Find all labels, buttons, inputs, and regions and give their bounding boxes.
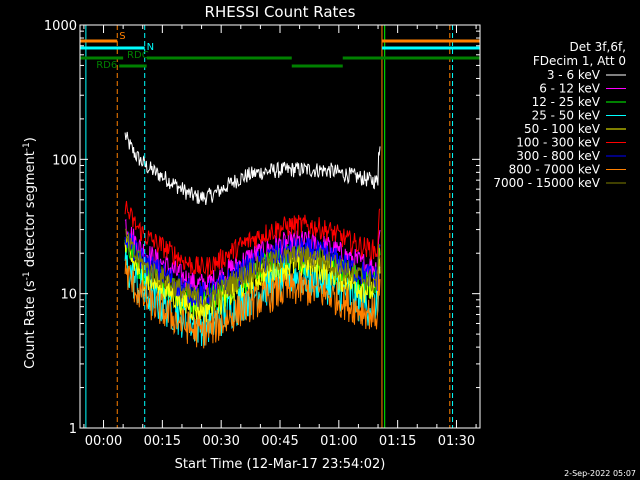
flag-label-s: S — [119, 31, 125, 42]
legend-label-5: 50 - 100 keV — [524, 122, 601, 136]
x-tick-label-3: 00:30 — [202, 434, 239, 449]
legend-label-8: 800 - 7000 keV — [509, 163, 601, 177]
flag-label-rd6: RD6 — [96, 60, 117, 71]
y-axis-label-sup1: -1 — [22, 271, 32, 280]
x-axis-label: Start Time (12-Mar-17 23:54:02) — [175, 457, 386, 472]
legend-label-4: 25 - 50 keV — [532, 109, 601, 123]
x-tick-label-6: 01:15 — [379, 434, 416, 449]
legend-label-6: 100 - 300 keV — [516, 136, 600, 150]
y-axis-label: Count Rate (s-1 detector segment-1) — [22, 137, 38, 369]
y-tick-label-2: 10 — [60, 288, 77, 303]
flag-label-rdc: RDC — [127, 50, 149, 61]
series-trace-6 — [124, 200, 381, 277]
x-tick-label-7: 01:30 — [438, 434, 475, 449]
legend-label-9: 7000 - 15000 keV — [493, 176, 600, 190]
legend-header-line-1: Det 3f,6f, — [570, 40, 627, 54]
legend-label-3: 12 - 25 keV — [532, 95, 601, 109]
y-axis-label-sup2: -1 — [22, 142, 32, 151]
legend-header-line-2: FDecim 1, Att 0 — [533, 54, 626, 68]
series-trace-1 — [124, 131, 381, 205]
y-tick-label-3: 100 — [52, 153, 77, 168]
y-axis-label-end: ) — [23, 137, 38, 142]
series-traces — [124, 131, 381, 349]
x-tick-label-5: 01:00 — [320, 434, 357, 449]
x-tick-label-2: 00:15 — [144, 434, 181, 449]
x-tick-label-1: 00:00 — [85, 434, 122, 449]
series-trace-8 — [124, 259, 381, 349]
vertical-markers — [85, 25, 454, 428]
legend-label-2: 6 - 12 keV — [539, 82, 601, 96]
y-axis-label-main: Count Rate (s — [23, 280, 38, 369]
y-tick-label-1: 1 — [69, 422, 77, 437]
legend-label-7: 300 - 800 keV — [516, 149, 600, 163]
chart-title: RHESSI Count Rates — [205, 3, 356, 21]
series-trace-9 — [125, 228, 381, 311]
y-axis-label-mid: detector segment — [23, 151, 38, 271]
x-tick-label-4: 00:45 — [261, 434, 298, 449]
y-tick-label-4: 1000 — [44, 19, 77, 34]
flag-label-n: N — [147, 42, 154, 53]
footer-date: 2-Sep-2022 05:07 — [564, 469, 636, 478]
series-trace-7 — [124, 231, 381, 307]
axes: 00:00 00:15 00:30 00:45 01:00 01:15 01:30 1 10 10… — [44, 19, 481, 449]
legend-label-1: 3 - 6 keV — [547, 68, 601, 82]
